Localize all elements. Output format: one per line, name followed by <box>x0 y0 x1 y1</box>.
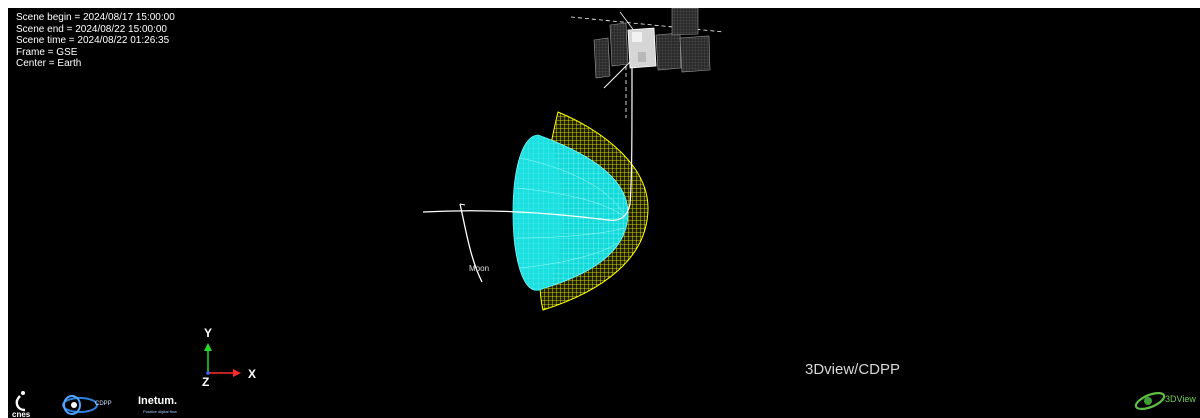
scene-canvas <box>15 8 1166 415</box>
axis-z-label: Z <box>202 375 210 389</box>
moon-orbit <box>459 203 483 283</box>
axes-triad-icon <box>204 343 241 377</box>
moon-label: Moon <box>469 264 490 273</box>
magnetopause-surface <box>512 134 629 291</box>
axis-x-label: X <box>248 367 257 381</box>
scene-end-text: Scene end = 2024/08/22 15:00:00 <box>16 23 167 35</box>
center-text: Center = Earth <box>16 58 82 69</box>
threedview-logo-icon <box>1134 391 1166 411</box>
cnes-logo-icon <box>15 391 26 412</box>
inetum-tagline: Positive digital flow <box>143 409 177 414</box>
inetum-logo-text: Inetum. <box>138 395 178 407</box>
cdpp-logo-icon <box>62 395 98 415</box>
watermark-text: 3Dview/CDPP <box>805 361 901 378</box>
threedview-logo-text: 3DView <box>1165 394 1196 404</box>
cnes-logo-text: cnes <box>12 410 31 418</box>
cdpp-logo-text: CDPP <box>95 401 112 407</box>
spacecraft-icon <box>570 8 725 118</box>
axis-y-label: Y <box>204 326 213 340</box>
scene-time-text: Scene time = 2024/08/22 01:26:35 <box>16 35 170 46</box>
scene-begin-text: Scene begin = 2024/08/17 15:00:00 <box>16 12 175 23</box>
scene-info-panel: Scene begin = 2024/08/17 15:00:00 Scene … <box>16 12 175 70</box>
frame-text: Frame = GSE <box>16 46 78 58</box>
3d-viewport[interactable]: Scene begin = 2024/08/17 15:00:00 Scene … <box>8 8 1200 418</box>
orbit-track <box>422 67 633 221</box>
